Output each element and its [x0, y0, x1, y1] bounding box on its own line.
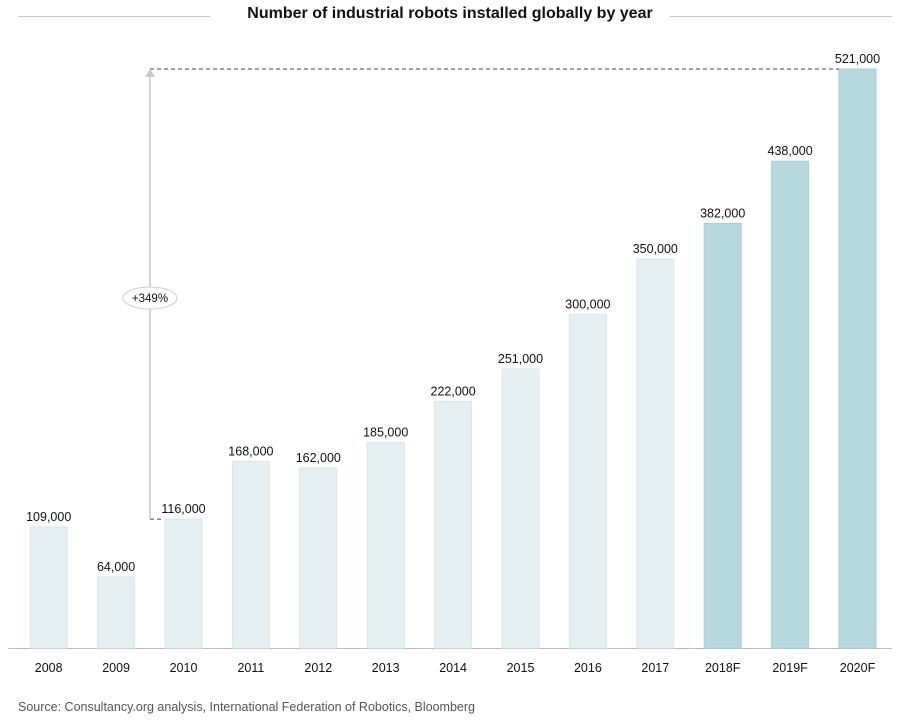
bar-2017 [636, 258, 675, 649]
bar-2010 [164, 518, 203, 649]
bar-2020F [838, 68, 877, 649]
bar-2009 [97, 576, 136, 649]
title-rule-right [670, 16, 892, 17]
x-tick-2010: 2010 [170, 661, 198, 675]
x-tick-2014: 2014 [439, 661, 467, 675]
x-tick-2018F: 2018F [705, 661, 741, 675]
x-tick-2013: 2013 [372, 661, 400, 675]
value-label-2014: 222,000 [431, 384, 476, 398]
value-label-2018F: 382,000 [700, 206, 745, 220]
value-label-2009: 64,000 [97, 560, 135, 574]
value-label-2011: 168,000 [228, 444, 273, 458]
bar-2015 [501, 368, 540, 649]
value-label-2010: 116,000 [161, 502, 205, 516]
source-note: Source: Consultancy.org analysis, Intern… [18, 700, 475, 714]
bar-2012 [299, 467, 338, 649]
value-label-2013: 185,000 [363, 425, 408, 439]
bar-chart: 109,000 2008 64,000 2009 116,000 2010 168,000 2… [8, 52, 892, 675]
value-label-2012: 162,000 [296, 451, 341, 465]
x-tick-2020F: 2020F [840, 661, 876, 675]
value-label-2017: 350,000 [633, 242, 678, 256]
bar-2018F [703, 222, 742, 649]
value-label-2015: 251,000 [498, 352, 543, 366]
bar-2019F [771, 160, 810, 649]
bar-2011 [231, 460, 270, 649]
annotation-pill [122, 286, 178, 310]
annotation-label: +349% [132, 293, 168, 305]
x-tick-2017: 2017 [641, 661, 669, 675]
chart-header: Number of industrial robots installed gl… [0, 0, 900, 34]
bar-2016 [568, 314, 607, 649]
x-tick-2012: 2012 [304, 661, 332, 675]
x-tick-2019F: 2019F [772, 661, 808, 675]
value-label-2019F: 438,000 [768, 144, 813, 158]
bar-2013 [366, 441, 405, 649]
bar-2008 [29, 526, 68, 649]
x-tick-2015: 2015 [507, 661, 535, 675]
x-tick-2011: 2011 [237, 661, 264, 675]
x-tick-2009: 2009 [102, 661, 130, 675]
annotation-arrow-head [145, 69, 155, 77]
title-rule-left [18, 16, 210, 17]
x-tick-2008: 2008 [35, 661, 63, 675]
x-tick-2016: 2016 [574, 661, 602, 675]
value-label-2008: 109,000 [26, 510, 71, 524]
bar-2014 [434, 400, 473, 649]
value-label-2016: 300,000 [565, 298, 610, 312]
chart-title: Number of industrial robots installed gl… [247, 5, 653, 22]
value-label-2020F: 521,000 [835, 52, 880, 66]
